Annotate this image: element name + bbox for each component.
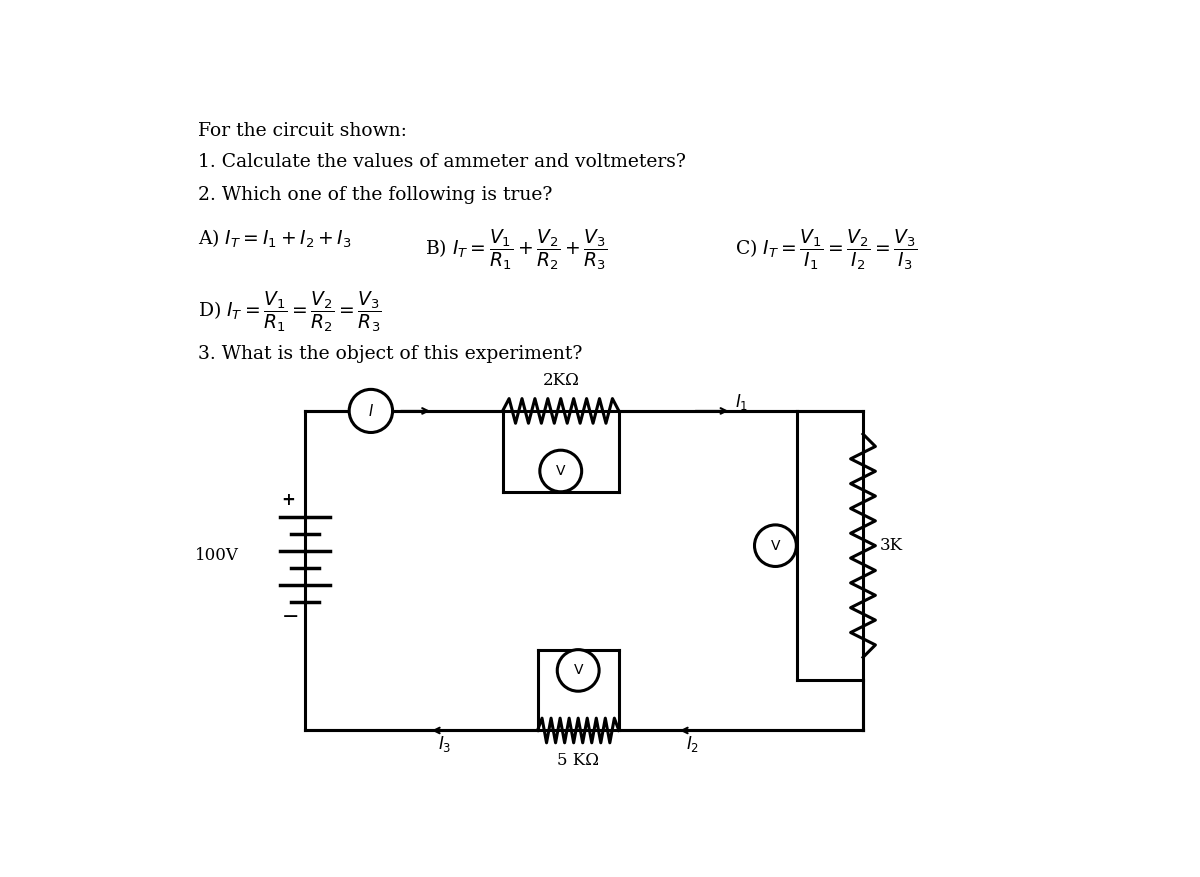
Text: $I_3$: $I_3$ [438,734,451,754]
Circle shape [540,450,582,492]
Text: 3. What is the object of this experiment?: 3. What is the object of this experiment… [198,346,582,363]
Text: V: V [574,663,583,677]
Text: 3K: 3K [880,538,904,554]
Text: $I_2$: $I_2$ [686,734,700,754]
Circle shape [755,525,797,567]
Text: A) $I_T = I_1 + I_2 + I_3$: A) $I_T = I_1 + I_2 + I_3$ [198,228,352,250]
Circle shape [557,650,599,691]
Text: 2. Which one of the following is true?: 2. Which one of the following is true? [198,186,552,204]
Text: 5 KΩ: 5 KΩ [557,752,599,769]
Text: D) $I_T = \dfrac{V_1}{R_1} = \dfrac{V_2}{R_2} = \dfrac{V_3}{R_3}$: D) $I_T = \dfrac{V_1}{R_1} = \dfrac{V_2}… [198,289,382,334]
Circle shape [349,389,392,432]
Text: C) $I_T = \dfrac{V_1}{I_1} = \dfrac{V_2}{I_2} = \dfrac{V_3}{I_3}$: C) $I_T = \dfrac{V_1}{I_1} = \dfrac{V_2}… [736,228,918,272]
Text: For the circuit shown:: For the circuit shown: [198,122,407,140]
Text: +: + [281,491,295,509]
Text: V: V [770,538,780,553]
Text: 100V: 100V [196,546,239,564]
Text: B) $I_T = \dfrac{V_1}{R_1} + \dfrac{V_2}{R_2} + \dfrac{V_3}{R_3}$: B) $I_T = \dfrac{V_1}{R_1} + \dfrac{V_2}… [425,228,607,272]
Text: 2KΩ: 2KΩ [542,373,580,389]
Text: 1. Calculate the values of ammeter and voltmeters?: 1. Calculate the values of ammeter and v… [198,153,686,171]
Text: V: V [556,464,565,478]
Text: $I$: $I$ [368,403,374,419]
Text: $I_1$: $I_1$ [736,393,749,412]
Text: −: − [282,607,300,627]
